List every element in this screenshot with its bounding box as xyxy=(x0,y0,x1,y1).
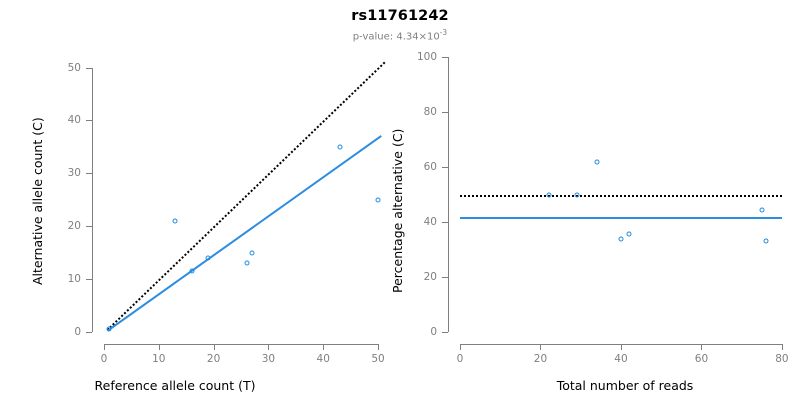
right-y-tick xyxy=(442,167,448,168)
right-x-tick xyxy=(460,344,461,350)
right-reference-line xyxy=(460,194,782,197)
data-point xyxy=(189,268,195,274)
right-y-tick xyxy=(442,222,448,223)
data-point xyxy=(106,326,112,332)
left-y-tick-label: 20 xyxy=(67,220,81,233)
left-x-tick-label: 50 xyxy=(371,353,385,365)
right-x-tick-label: 0 xyxy=(456,353,464,365)
right-x-tick xyxy=(620,344,622,350)
left-x-tick-label: 40 xyxy=(316,353,330,365)
right-y-tick-label: 100 xyxy=(416,51,437,63)
pvalue-exponent: -3 xyxy=(439,28,448,37)
right-x-tick-label: 60 xyxy=(694,353,709,365)
right-y-tick-label: 80 xyxy=(423,106,437,118)
left-x-tick xyxy=(323,344,325,350)
left-y-tick-label: 40 xyxy=(67,114,81,127)
right-y-tick xyxy=(442,332,448,333)
data-point xyxy=(244,260,249,266)
data-point xyxy=(375,197,381,203)
right-y-axis-line xyxy=(448,57,449,332)
right-x-tick xyxy=(781,344,783,350)
left-x-tick xyxy=(213,344,215,350)
right-panel: Percentage alternative (C) Total number … xyxy=(390,0,800,400)
data-point xyxy=(205,255,211,261)
right-x-tick-label: 40 xyxy=(614,353,628,365)
pvalue-text: p-value: 4.34×10 xyxy=(352,31,440,43)
left-x-tick-label: 20 xyxy=(206,353,221,365)
pvalue-subtitle: p-value: 4.34×10-3 xyxy=(0,28,800,42)
left-y-tick xyxy=(86,226,92,228)
data-point xyxy=(594,159,600,164)
left-x-tick xyxy=(268,344,270,350)
data-point xyxy=(546,192,552,197)
right-y-tick xyxy=(442,57,448,58)
left-x-tick xyxy=(104,344,105,350)
left-x-tick-label: 10 xyxy=(152,353,166,365)
data-point xyxy=(249,250,255,256)
right-x-tick xyxy=(540,344,542,350)
left-y-tick xyxy=(86,279,92,281)
left-x-axis-line xyxy=(104,344,379,345)
right-y-tick-label: 40 xyxy=(423,216,437,228)
right-y-tick xyxy=(442,277,448,278)
left-y-tick xyxy=(86,67,92,69)
right-y-axis-title: Percentage alternative (C) xyxy=(390,128,405,293)
left-y-tick-label: 0 xyxy=(74,326,81,338)
right-mean-line xyxy=(460,216,782,219)
left-y-tick xyxy=(86,173,92,175)
right-x-tick-label: 80 xyxy=(775,353,789,365)
left-y-tick-label: 50 xyxy=(67,61,81,74)
right-x-tick-label: 20 xyxy=(533,353,548,365)
left-x-tick xyxy=(158,344,160,350)
left-x-axis-title: Reference allele count (T) xyxy=(94,378,256,393)
right-x-axis-title: Total number of reads xyxy=(556,378,694,393)
left-y-tick-label: 10 xyxy=(67,273,81,286)
left-y-axis-title: Alternative allele count (C) xyxy=(30,117,45,285)
left-x-tick-label: 30 xyxy=(261,353,276,365)
data-point xyxy=(172,218,178,224)
data-point xyxy=(626,231,632,237)
left-x-tick-label: 0 xyxy=(100,353,108,365)
left-y-axis-line xyxy=(92,67,93,332)
left-y-tick xyxy=(86,332,92,333)
data-point xyxy=(618,236,624,241)
right-y-tick-label: 60 xyxy=(423,161,437,173)
left-y-tick-label: 30 xyxy=(67,167,81,180)
left-x-tick xyxy=(378,344,380,350)
left-panel: Alternative allele count (C) Reference a… xyxy=(30,61,385,393)
right-y-tick xyxy=(442,112,448,113)
data-point xyxy=(759,207,765,213)
right-y-tick-label: 0 xyxy=(430,326,437,338)
right-x-tick xyxy=(701,344,703,350)
right-y-tick-label: 20 xyxy=(423,271,437,283)
data-point xyxy=(574,192,580,197)
data-point xyxy=(763,238,769,244)
page-title: rs11761242 xyxy=(351,8,449,24)
left-y-tick xyxy=(86,120,92,122)
data-point xyxy=(337,144,343,150)
